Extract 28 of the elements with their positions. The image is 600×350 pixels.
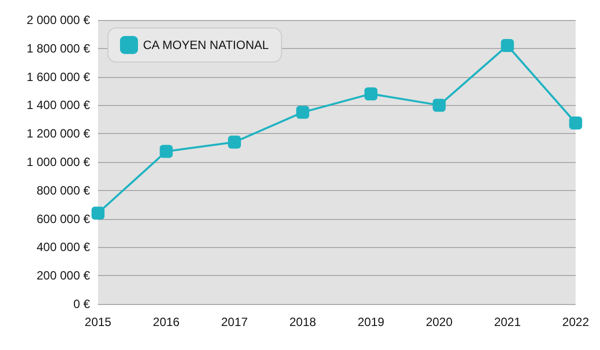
point: [92, 206, 104, 220]
y-tick-label: 0 €: [73, 297, 90, 311]
y-tick-label: 400 000 €: [36, 240, 90, 254]
x-tick-label: 2015: [84, 315, 112, 329]
y-tick-label: 1 400 000 €: [26, 98, 90, 112]
y-tick-label: 1 600 000 €: [26, 70, 90, 84]
x-tick-label: 2019: [358, 315, 385, 329]
point: [500, 39, 514, 52]
y-tick-label: 800 000 €: [36, 183, 90, 198]
y-tick-label: 1 200 000 €: [26, 126, 90, 141]
y-tick-label: 600 000 €: [36, 212, 90, 226]
point: [160, 144, 173, 158]
x-tick-label: 2022: [562, 315, 590, 329]
x-tick-label: 2016: [152, 315, 180, 329]
x-tick-label: 2020: [426, 315, 453, 329]
point: [364, 87, 378, 100]
point: [228, 136, 241, 149]
point: [296, 106, 310, 119]
y-tick-label: 2 000 000 €: [26, 13, 90, 27]
x-tick-label: 2021: [494, 315, 522, 329]
y-tick-label: 1 800 000 €: [26, 41, 90, 56]
point: [569, 116, 582, 130]
legend-label: CA MOYEN NATIONAL: [143, 38, 270, 52]
x-tick-label: 2018: [289, 315, 316, 329]
x-tick-label: 2017: [221, 315, 248, 329]
point: [432, 98, 446, 112]
y-tick-label: 1 000 000 €: [26, 155, 90, 169]
y-tick-label: 200 000 €: [36, 268, 90, 283]
